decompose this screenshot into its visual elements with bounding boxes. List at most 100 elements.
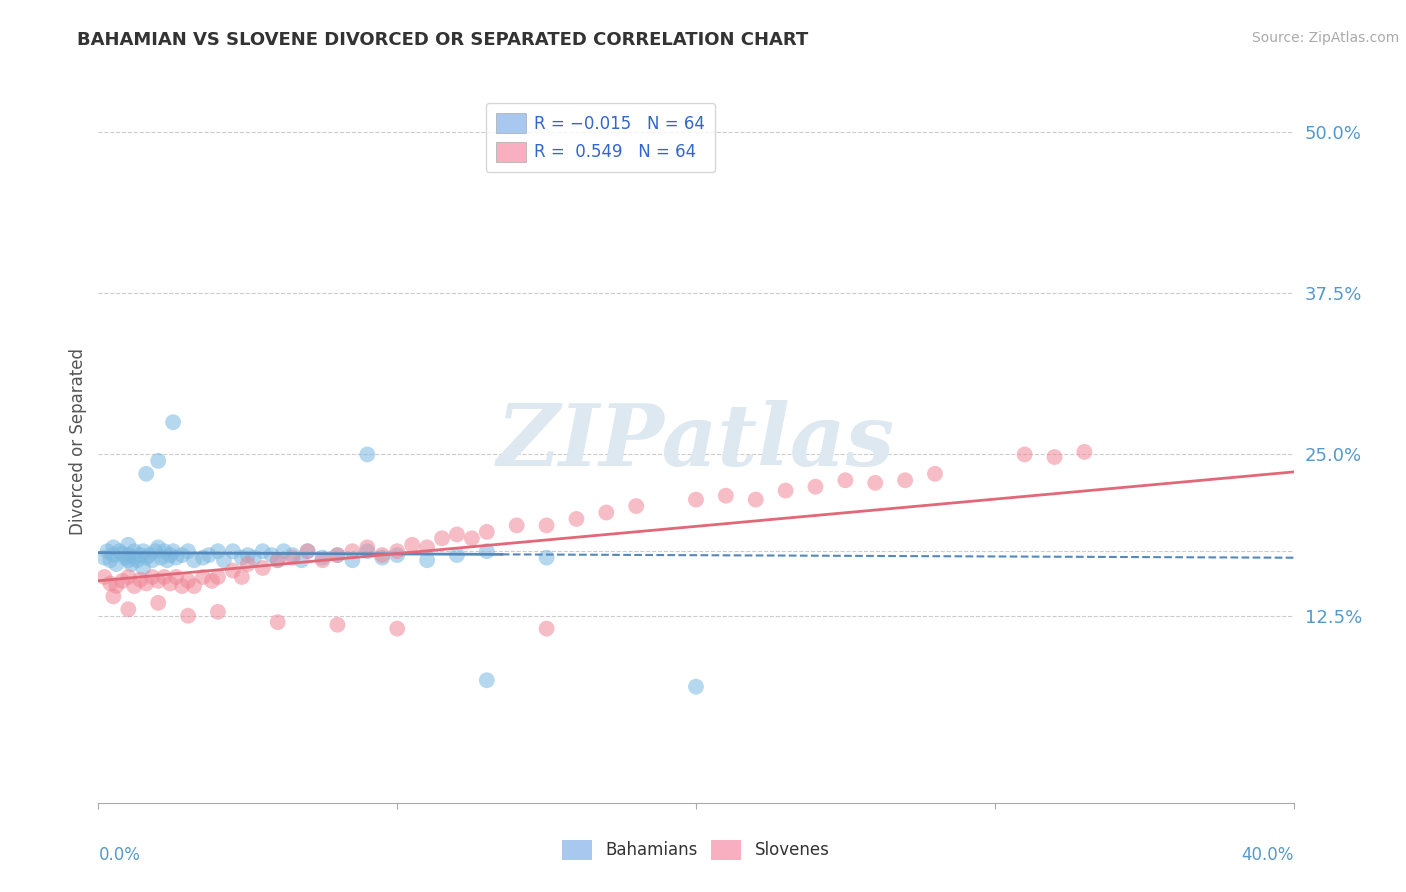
Point bbox=[201, 574, 224, 588]
Point bbox=[138, 548, 160, 562]
Point bbox=[191, 550, 214, 565]
Text: Source: ZipAtlas.com: Source: ZipAtlas.com bbox=[1251, 31, 1399, 45]
Point bbox=[98, 553, 122, 567]
Point bbox=[446, 527, 468, 541]
Point bbox=[177, 574, 200, 588]
Point bbox=[172, 579, 194, 593]
Point bbox=[281, 548, 304, 562]
Point bbox=[834, 473, 856, 487]
Point bbox=[311, 550, 333, 565]
Point bbox=[222, 564, 245, 578]
Point bbox=[222, 544, 245, 558]
Point bbox=[117, 538, 139, 552]
Point bbox=[446, 548, 468, 562]
Point bbox=[150, 550, 173, 565]
Point bbox=[267, 553, 290, 567]
Point bbox=[326, 548, 349, 562]
Point bbox=[416, 553, 439, 567]
Point bbox=[162, 544, 184, 558]
Point bbox=[401, 538, 423, 552]
Point bbox=[103, 548, 125, 562]
Text: ZIPatlas: ZIPatlas bbox=[496, 400, 896, 483]
Point bbox=[117, 570, 139, 584]
Point bbox=[148, 596, 170, 610]
Point bbox=[685, 680, 707, 694]
Point bbox=[475, 673, 498, 688]
Point bbox=[745, 492, 768, 507]
Point bbox=[714, 489, 737, 503]
Point bbox=[156, 553, 179, 567]
Point bbox=[114, 550, 136, 565]
Point bbox=[924, 467, 946, 481]
Point bbox=[127, 553, 149, 567]
Point bbox=[565, 512, 588, 526]
Point bbox=[159, 548, 181, 562]
Point bbox=[177, 608, 200, 623]
Point bbox=[207, 544, 229, 558]
Point bbox=[260, 548, 283, 562]
Point bbox=[626, 499, 648, 513]
Point bbox=[93, 550, 115, 565]
Point bbox=[865, 475, 887, 490]
Point bbox=[430, 531, 453, 545]
Point bbox=[103, 590, 125, 604]
Point bbox=[148, 454, 170, 468]
Point bbox=[231, 550, 253, 565]
Point bbox=[685, 492, 707, 507]
Point bbox=[124, 579, 146, 593]
Point bbox=[162, 415, 184, 429]
Point bbox=[177, 544, 200, 558]
Point bbox=[165, 570, 187, 584]
Point bbox=[103, 541, 125, 555]
Point bbox=[1073, 445, 1095, 459]
Point bbox=[207, 570, 229, 584]
Point bbox=[356, 447, 378, 461]
Point bbox=[129, 573, 152, 587]
Point bbox=[595, 506, 617, 520]
Point bbox=[159, 576, 181, 591]
Point bbox=[267, 615, 290, 630]
Point bbox=[111, 547, 134, 561]
Point bbox=[124, 550, 146, 565]
Point bbox=[124, 544, 146, 558]
Point bbox=[183, 553, 205, 567]
Point bbox=[536, 622, 558, 636]
Point bbox=[129, 548, 152, 562]
Point bbox=[148, 574, 170, 588]
Point bbox=[183, 579, 205, 593]
Point bbox=[775, 483, 797, 498]
Point bbox=[141, 553, 163, 567]
Point bbox=[356, 541, 378, 555]
Point bbox=[135, 576, 157, 591]
Point bbox=[135, 550, 157, 565]
Point bbox=[1014, 447, 1036, 461]
Point bbox=[342, 544, 364, 558]
Point bbox=[111, 574, 134, 588]
Point bbox=[165, 550, 187, 565]
Point bbox=[93, 570, 115, 584]
Legend: Bahamians, Slovenes: Bahamians, Slovenes bbox=[555, 833, 837, 867]
Point bbox=[385, 548, 409, 562]
Point bbox=[297, 544, 319, 558]
Point bbox=[326, 617, 349, 632]
Point bbox=[804, 480, 827, 494]
Point bbox=[132, 561, 155, 575]
Point bbox=[191, 570, 214, 584]
Point bbox=[252, 561, 274, 575]
Point bbox=[356, 544, 378, 558]
Point bbox=[141, 570, 163, 584]
Point bbox=[273, 544, 295, 558]
Point bbox=[475, 544, 498, 558]
Point bbox=[120, 557, 142, 571]
Point bbox=[117, 602, 139, 616]
Point bbox=[326, 548, 349, 562]
Point bbox=[475, 524, 498, 539]
Point bbox=[267, 553, 290, 567]
Point bbox=[894, 473, 917, 487]
Point bbox=[143, 544, 166, 558]
Point bbox=[536, 518, 558, 533]
Point bbox=[198, 548, 221, 562]
Point bbox=[153, 570, 176, 584]
Point bbox=[236, 548, 259, 562]
Text: BAHAMIAN VS SLOVENE DIVORCED OR SEPARATED CORRELATION CHART: BAHAMIAN VS SLOVENE DIVORCED OR SEPARATE… bbox=[77, 31, 808, 49]
